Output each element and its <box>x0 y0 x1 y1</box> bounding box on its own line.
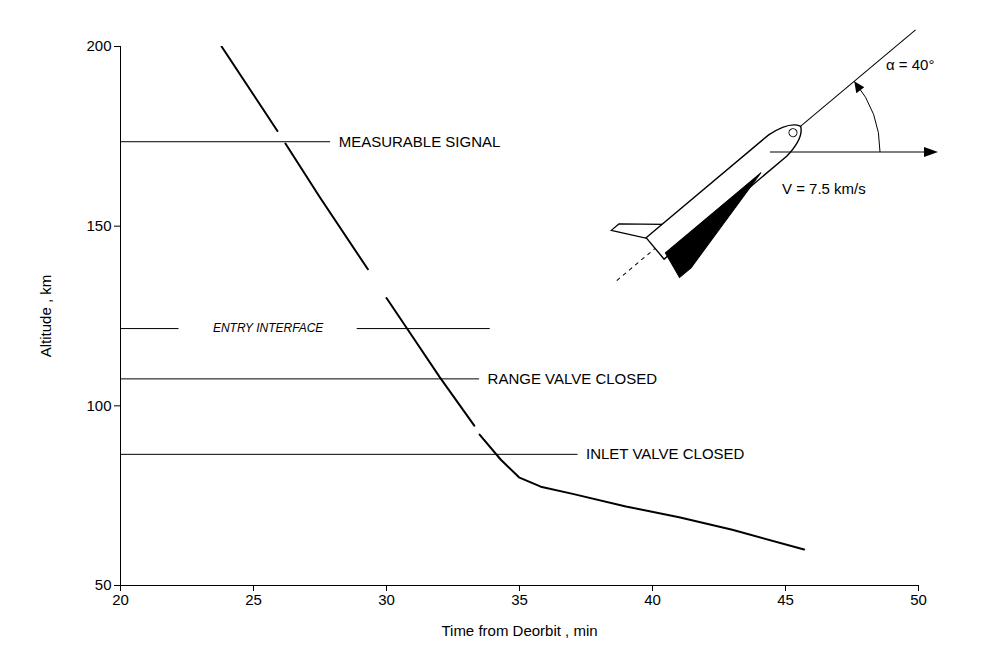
svg-text:Time from Deorbit , min: Time from Deorbit , min <box>441 622 597 639</box>
svg-text:25: 25 <box>245 591 262 608</box>
svg-text:20: 20 <box>112 591 129 608</box>
svg-text:50: 50 <box>95 576 112 593</box>
svg-text:30: 30 <box>378 591 395 608</box>
svg-text:V = 7.5 km/s: V = 7.5 km/s <box>782 180 866 197</box>
svg-text:Altitude , km: Altitude , km <box>37 275 54 358</box>
svg-text:INLET VALVE CLOSED: INLET VALVE CLOSED <box>586 445 745 462</box>
svg-text:35: 35 <box>511 591 528 608</box>
svg-text:200: 200 <box>86 37 111 54</box>
svg-text:40: 40 <box>644 591 661 608</box>
svg-text:45: 45 <box>777 591 794 608</box>
svg-text:100: 100 <box>86 397 111 414</box>
svg-text:150: 150 <box>86 217 111 234</box>
svg-text:RANGE VALVE CLOSED: RANGE VALVE CLOSED <box>488 370 658 387</box>
svg-text:MEASURABLE SIGNAL: MEASURABLE SIGNAL <box>339 133 501 150</box>
svg-text:ENTRY INTERFACE: ENTRY INTERFACE <box>213 321 324 335</box>
svg-text:50: 50 <box>910 591 927 608</box>
svg-text:α = 40°: α = 40° <box>886 56 934 73</box>
